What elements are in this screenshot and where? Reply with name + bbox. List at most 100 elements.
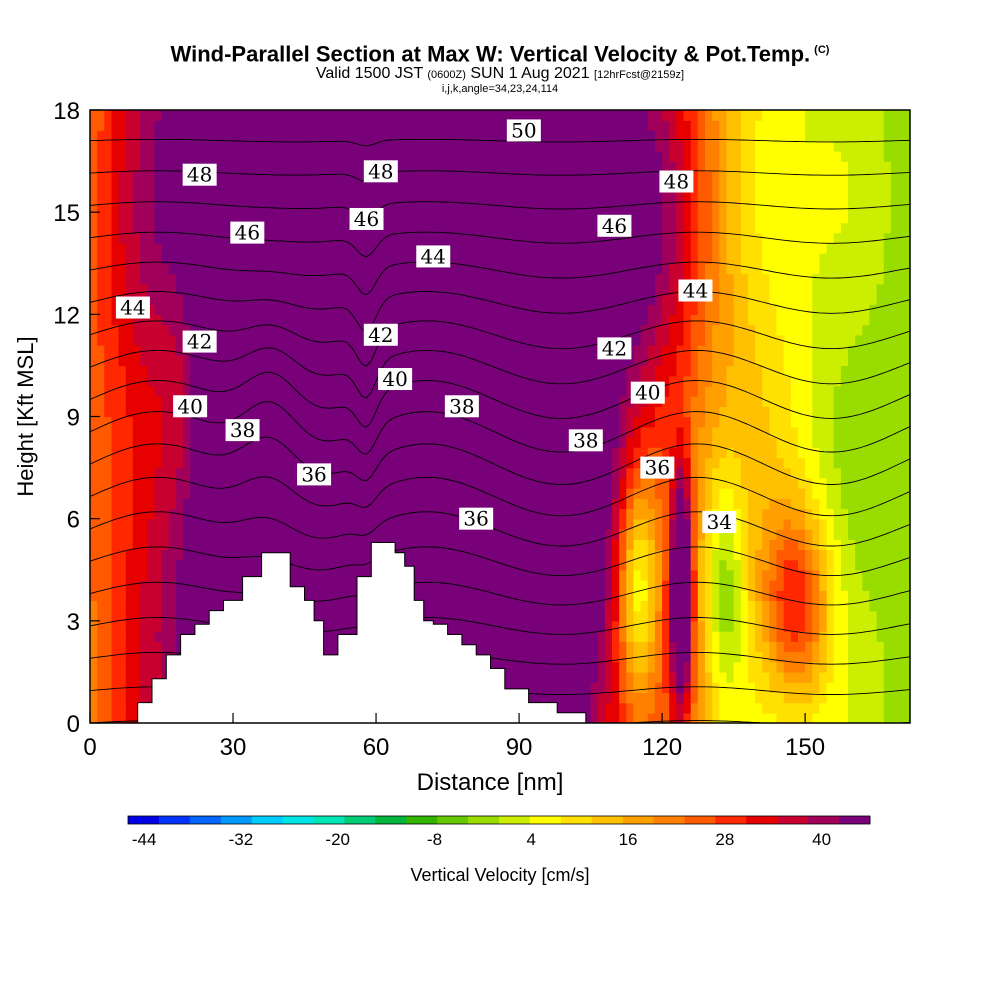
velocity-cell	[211, 477, 220, 489]
velocity-cell	[304, 253, 313, 264]
velocity-cell	[497, 539, 506, 550]
velocity-cell	[469, 304, 477, 315]
velocity-cell	[290, 212, 299, 224]
velocity-cell	[504, 334, 513, 346]
velocity-cell	[497, 498, 506, 510]
velocity-cell	[562, 477, 570, 489]
velocity-cell	[118, 171, 127, 183]
velocity-cell	[590, 263, 599, 275]
velocity-cell	[533, 304, 542, 315]
velocity-cell	[440, 201, 449, 213]
velocity-cell	[297, 222, 306, 234]
velocity-cell	[490, 488, 499, 499]
velocity-cell	[361, 130, 370, 142]
velocity-cell	[233, 365, 241, 377]
velocity-cell	[597, 528, 606, 540]
velocity-cell	[654, 181, 663, 193]
velocity-cell	[254, 171, 263, 183]
velocity-cell	[626, 416, 635, 428]
velocity-cell	[247, 304, 256, 315]
velocity-cell	[254, 120, 263, 132]
velocity-cell	[125, 140, 134, 152]
velocity-cell	[261, 498, 270, 510]
velocity-cell	[168, 334, 177, 346]
velocity-cell	[168, 539, 177, 550]
velocity-cell	[168, 222, 177, 234]
velocity-cell	[590, 671, 599, 683]
velocity-cell	[111, 201, 120, 213]
velocity-cell	[454, 620, 463, 632]
velocity-cell	[433, 396, 442, 407]
velocity-cell	[497, 130, 506, 142]
velocity-cell	[640, 150, 649, 162]
velocity-cell	[519, 110, 527, 121]
valid-time-line: Valid 1500 JST (0600Z) SUN 1 Aug 2021 [1…	[0, 66, 1000, 83]
velocity-cell	[147, 273, 156, 285]
velocity-cell	[168, 641, 177, 653]
velocity-cell	[311, 528, 320, 540]
velocity-cell	[225, 528, 234, 540]
velocity-cell	[612, 702, 620, 714]
velocity-cell	[268, 201, 277, 213]
velocity-cell	[490, 375, 499, 387]
velocity-cell	[104, 232, 113, 244]
velocity-cell	[233, 212, 241, 224]
velocity-cell	[626, 242, 635, 254]
velocity-cell	[554, 375, 563, 387]
velocity-cell	[290, 518, 299, 530]
velocity-cell	[454, 600, 463, 612]
velocity-cell	[547, 212, 556, 224]
velocity-cell	[440, 488, 449, 499]
velocity-cell	[283, 140, 291, 152]
velocity-cell	[647, 283, 656, 295]
velocity-cell	[333, 539, 341, 550]
velocity-cell	[554, 263, 563, 275]
velocity-cell	[397, 161, 406, 172]
velocity-cell	[469, 559, 477, 571]
velocity-cell	[554, 110, 563, 121]
velocity-cell	[397, 201, 406, 213]
velocity-cell	[111, 120, 120, 132]
velocity-cell	[526, 518, 535, 530]
velocity-cell	[326, 140, 334, 152]
velocity-cell	[132, 416, 141, 428]
velocity-cell	[147, 416, 156, 428]
velocity-cell	[604, 620, 613, 632]
valid-zulu-time: (0600Z)	[427, 69, 466, 82]
velocity-cell	[597, 181, 606, 193]
velocity-cell	[204, 498, 213, 510]
velocity-cell	[533, 569, 542, 581]
velocity-cell	[426, 293, 434, 305]
velocity-cell	[147, 232, 156, 244]
velocity-cell	[419, 273, 427, 285]
velocity-cell	[440, 334, 449, 346]
velocity-cell	[225, 385, 234, 397]
velocity-cell	[647, 263, 656, 275]
velocity-cell	[547, 283, 556, 295]
velocity-cell	[626, 120, 635, 132]
velocity-cell	[275, 396, 284, 407]
velocity-cell	[490, 406, 499, 418]
velocity-cell	[547, 150, 556, 162]
velocity-cell	[497, 406, 506, 418]
velocity-cell	[640, 641, 649, 653]
velocity-cell	[297, 171, 306, 183]
velocity-cell	[454, 161, 463, 172]
velocity-cell	[619, 488, 628, 499]
velocity-cell	[132, 641, 141, 653]
velocity-cell	[326, 171, 334, 183]
velocity-cell	[633, 222, 642, 234]
velocity-cell	[340, 222, 349, 234]
velocity-cell	[340, 345, 349, 356]
velocity-cell	[383, 477, 392, 489]
velocity-cell	[547, 375, 556, 387]
velocity-cell	[147, 304, 156, 315]
velocity-cell	[147, 161, 156, 172]
velocity-cell	[154, 324, 163, 336]
velocity-cell	[654, 641, 663, 653]
velocity-cell	[183, 110, 191, 121]
velocity-cell	[333, 324, 341, 336]
velocity-cell	[211, 539, 220, 550]
velocity-cell	[175, 559, 184, 571]
velocity-cell	[225, 539, 234, 550]
